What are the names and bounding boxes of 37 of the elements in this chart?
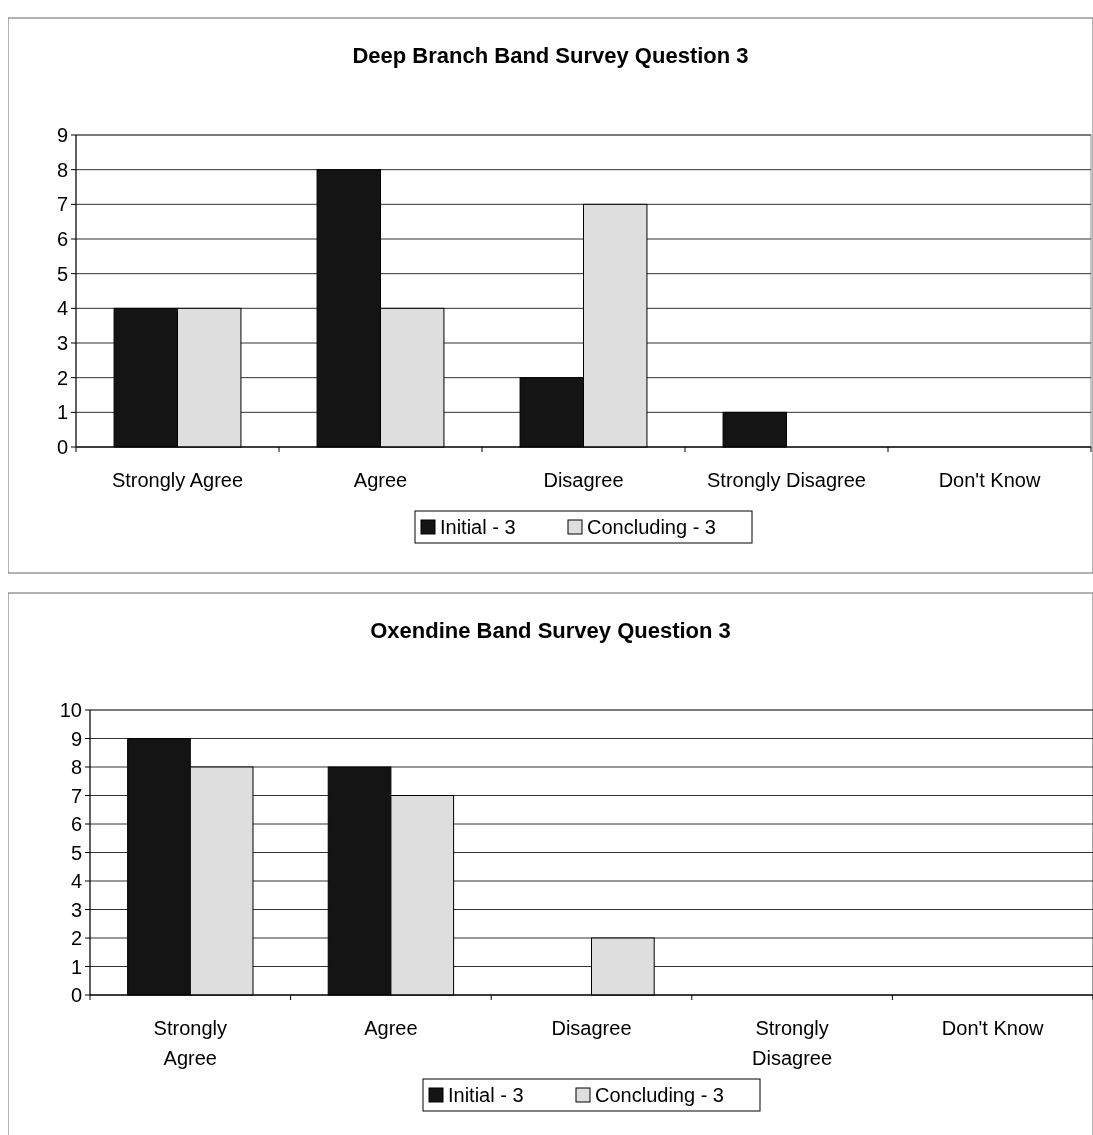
legend-label: Concluding - 3 [595,1084,724,1106]
y-tick-label: 2 [56,366,68,389]
y-tick-label: 4 [56,297,68,320]
legend-label: Initial - 3 [448,1084,524,1106]
y-tick-label: 3 [70,898,82,921]
y-tick-label: 6 [56,228,68,250]
x-tick-label: Disagree [551,1017,632,1039]
y-tick-label: 2 [70,927,82,949]
x-tick-label: Don't Know [938,469,1041,491]
legend-label: Initial - 3 [440,516,516,538]
y-tick-label: 9 [56,124,68,146]
y-tick-label: 5 [56,262,68,285]
y-tick-label: 1 [70,955,82,978]
y-tick-label: 0 [56,436,68,458]
y-tick-label: 5 [70,841,82,864]
y-tick-label: 1 [56,401,68,424]
legend-label: Concluding - 3 [587,516,716,538]
x-tick-label: Disagree [543,469,624,491]
chart-title: Deep Branch Band Survey Question 3 [352,43,749,68]
x-tick-label: Strongly Disagree [752,1017,833,1069]
y-tick-label: 7 [70,784,82,807]
x-tick-label: Strongly Agree [111,469,244,491]
y-tick-label: 7 [56,193,68,216]
y-tick-label: 0 [70,984,82,1006]
y-tick-label: 9 [70,727,82,750]
y-tick-label: 3 [56,332,68,354]
x-tick-label: Strongly Agree [153,1017,227,1069]
y-tick-label: 8 [70,756,82,778]
x-tick-label: Agree [364,1017,418,1039]
chart-title: Oxendine Band Survey Question 3 [370,618,731,643]
x-tick-label: Strongly Disagree [707,469,866,491]
y-tick-label: 10 [59,699,82,721]
x-tick-label: Don't Know [941,1017,1045,1039]
y-tick-label: 8 [56,158,68,181]
y-tick-label: 4 [70,870,82,892]
y-tick-label: 6 [70,813,82,835]
x-tick-label: Agree [353,469,408,491]
